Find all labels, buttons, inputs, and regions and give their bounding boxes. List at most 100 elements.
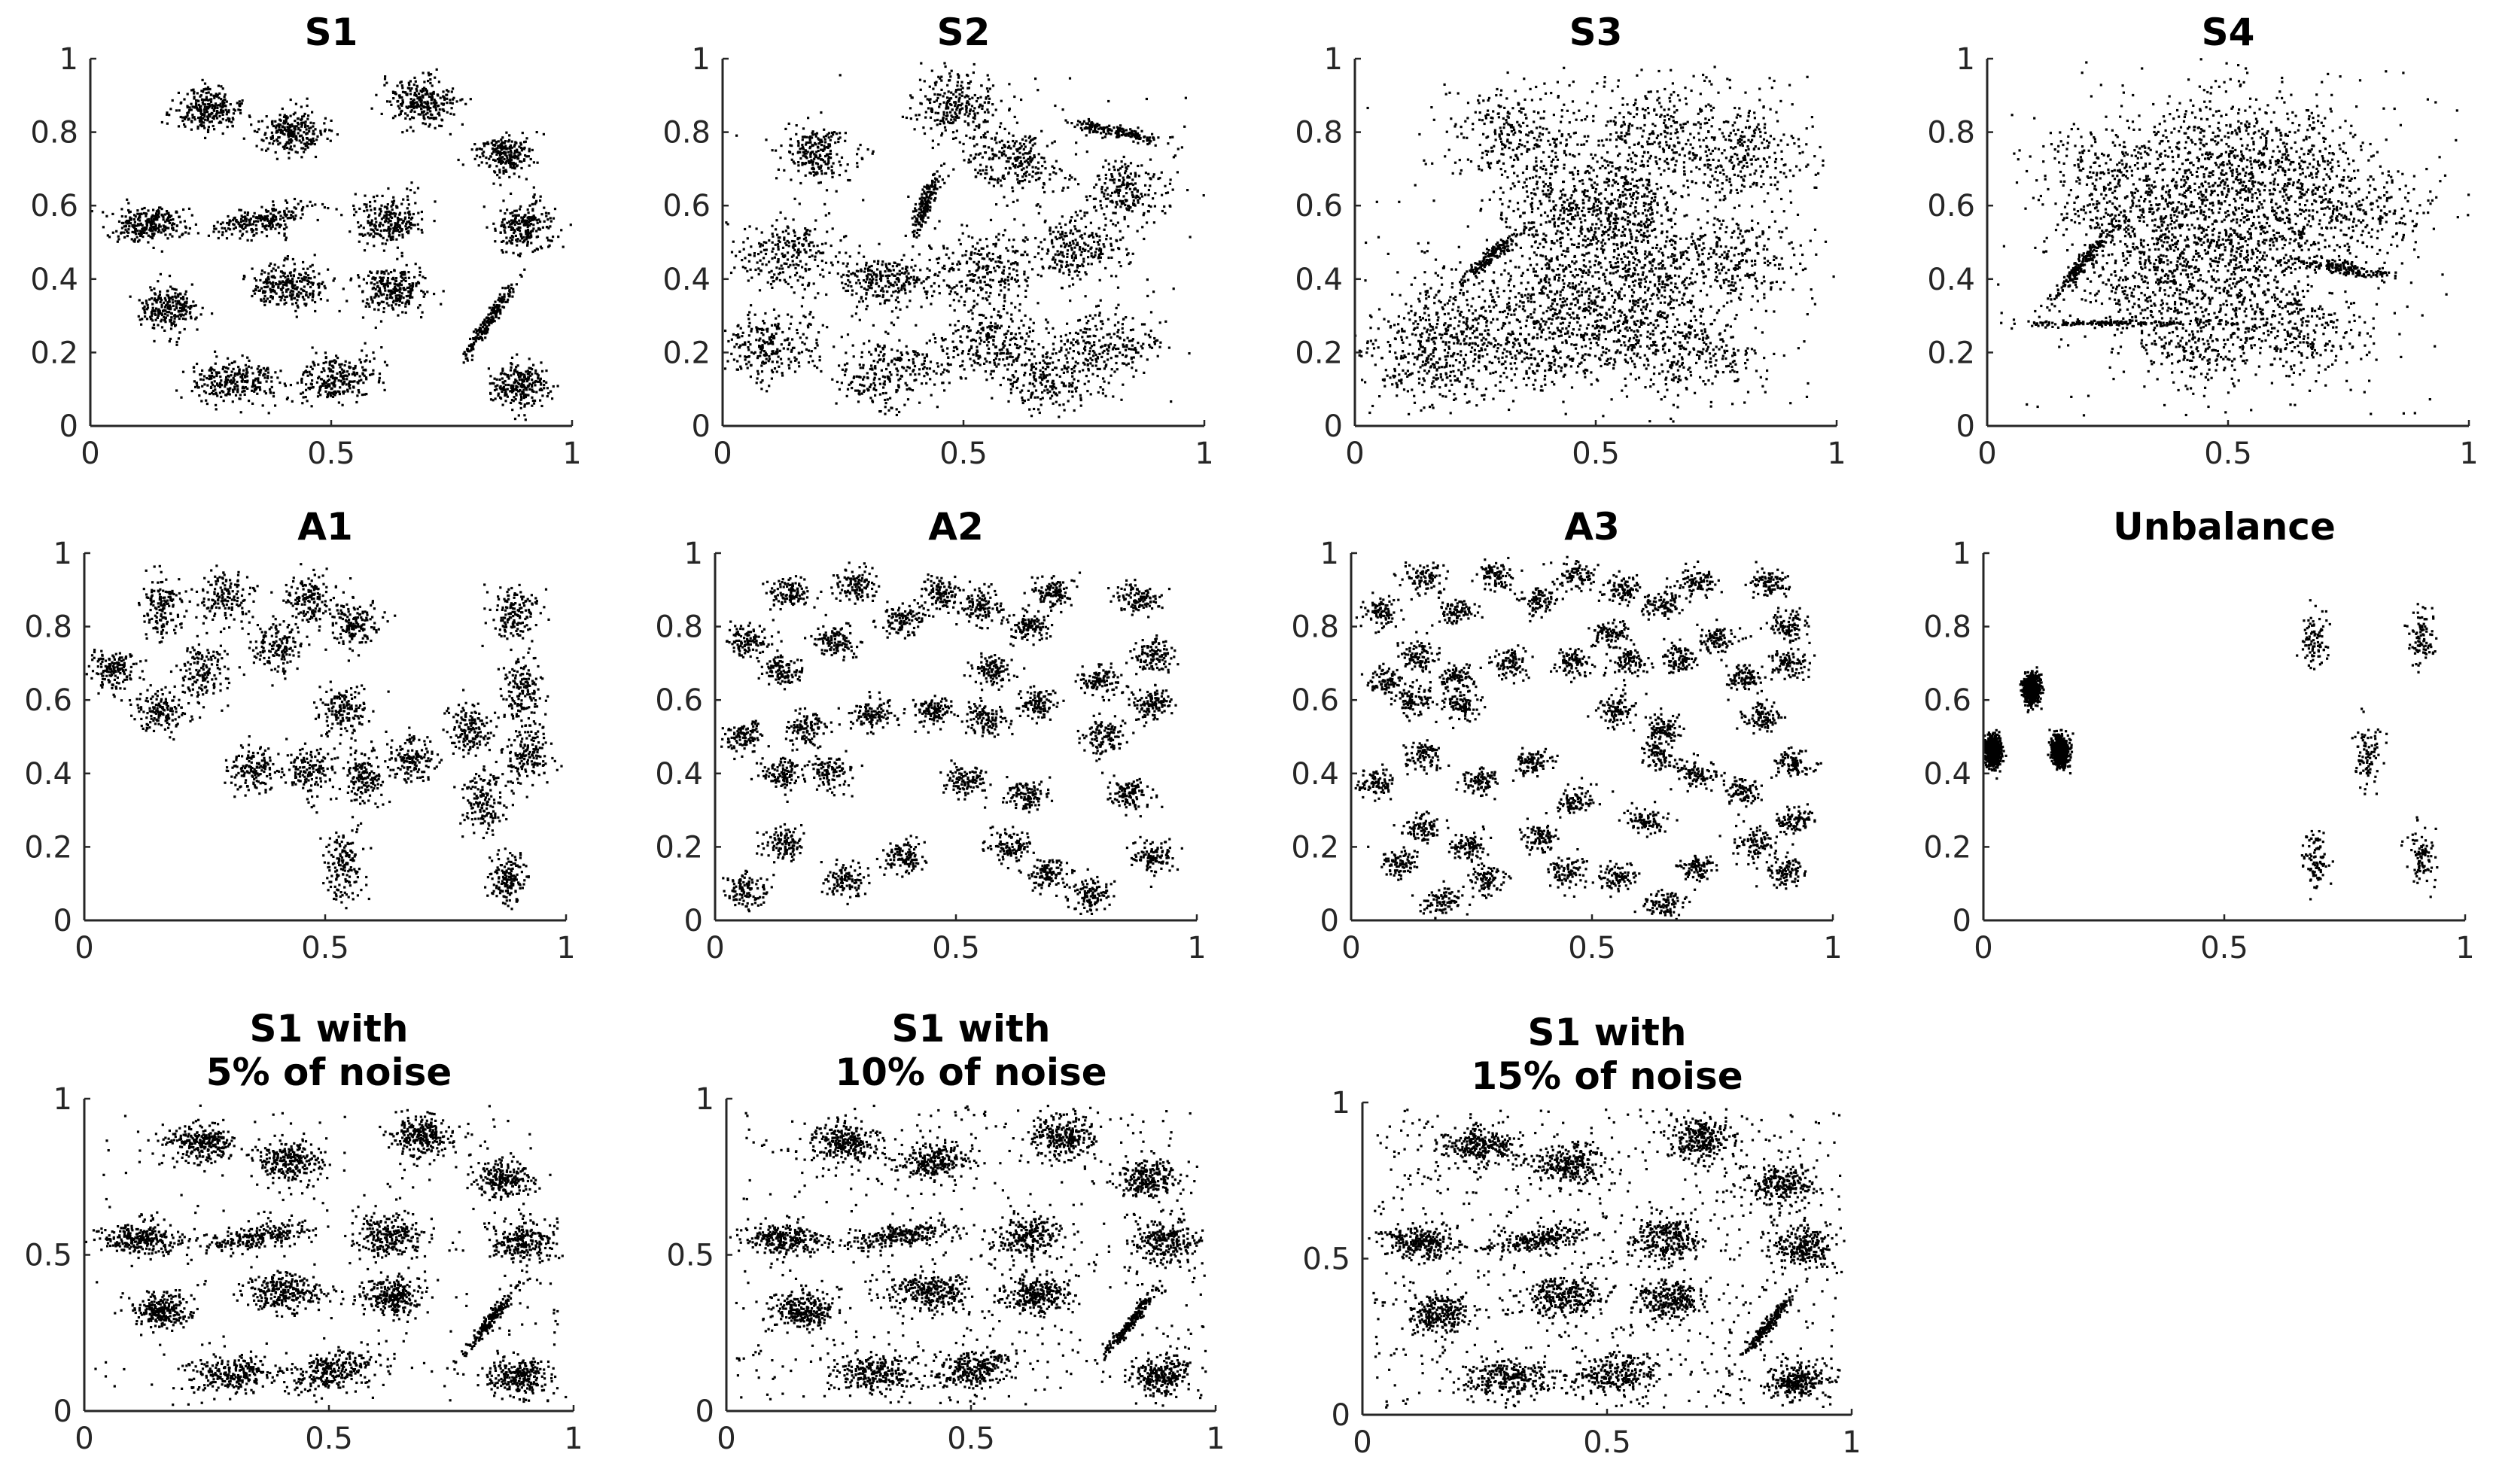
data-point [240,220,242,223]
data-point [138,315,140,318]
data-point [297,286,299,288]
data-point [510,242,513,245]
data-point [400,203,403,205]
data-point [306,205,309,207]
data-point [172,301,174,303]
data-point [244,215,246,217]
data-point [421,229,423,231]
data-point [501,145,504,147]
data-point [476,149,478,151]
data-point [291,278,294,280]
data-point [190,120,193,122]
data-point [340,214,342,216]
data-point [232,118,234,120]
data-point [239,237,241,239]
data-point [284,233,286,235]
data-point [293,113,295,115]
data-point [265,209,267,211]
data-point [528,221,530,224]
data-point [526,242,528,245]
data-point [252,223,254,225]
data-point [482,155,484,157]
data-point [166,210,168,212]
data-point [313,132,315,135]
data-point [389,101,391,103]
data-point [179,293,181,295]
data-point [140,324,142,326]
data-point [184,313,187,315]
data-point [495,154,498,156]
data-point [294,128,297,130]
data-point [306,141,308,144]
data-point [384,78,386,80]
data-point [399,225,401,227]
data-point [554,208,556,210]
data-point [170,322,172,324]
data-point [147,209,149,211]
data-point [399,81,401,84]
data-point [401,222,403,224]
data-point [117,241,119,243]
data-point [165,317,167,319]
data-point [516,210,518,212]
data-point [291,293,294,296]
data-point [492,140,494,142]
data-point [400,103,402,105]
data-point [286,147,288,149]
data-point [504,227,506,229]
data-point [189,308,191,310]
data-point [195,224,197,226]
data-point [295,208,297,210]
data-point [175,230,178,232]
data-point [239,105,241,107]
data-point [416,104,419,106]
data-point [309,122,312,124]
data-point [537,227,540,230]
data-point [265,278,267,281]
data-point [418,93,420,95]
data-point [519,253,522,255]
data-point [218,85,220,87]
data-point [406,187,408,190]
data-point [151,303,154,306]
data-point [435,109,437,111]
data-point [287,275,289,277]
data-point [474,158,476,160]
data-point [491,153,493,155]
data-point [220,98,222,100]
data-point [166,307,169,309]
data-point [421,231,423,233]
data-point [272,200,274,202]
data-point [328,129,330,131]
data-point [288,152,290,154]
data-point [286,126,288,128]
data-point [402,236,404,239]
data-point [227,117,230,120]
data-point [201,99,203,101]
data-point [154,312,156,315]
data-point [160,273,162,275]
data-point [396,230,398,232]
data-point [504,232,506,234]
data-point [501,157,503,159]
data-point [199,108,202,111]
data-point [508,154,510,156]
data-point [209,99,211,101]
data-point [269,212,272,214]
data-point [416,95,418,97]
data-point [178,236,181,238]
data-point [300,105,303,108]
data-point [414,224,416,227]
data-point [190,129,193,131]
data-point [307,147,309,149]
data-point [285,144,287,146]
data-point [464,103,467,105]
data-point [254,277,256,279]
data-point [519,205,522,208]
data-point [183,98,185,100]
data-point [196,317,198,319]
data-point [260,148,263,151]
data-point [142,307,145,309]
data-point [189,312,191,315]
data-point [384,229,386,231]
